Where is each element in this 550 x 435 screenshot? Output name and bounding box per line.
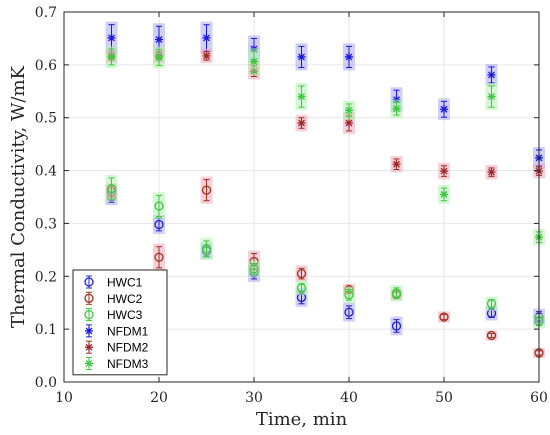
data-point (297, 119, 306, 127)
x-tick-label: 60 (530, 390, 548, 406)
x-tick-label: 20 (150, 390, 168, 406)
legend-entry: NFDM3 (85, 357, 149, 371)
legend-entry: HWC1 (84, 275, 143, 290)
legend-marker (85, 343, 93, 352)
data-point (345, 119, 353, 127)
series-nfdm3 (105, 46, 545, 246)
data-point (345, 52, 353, 61)
y-tick-label: 0.0 (35, 375, 57, 391)
data-point (202, 51, 211, 60)
x-tick-label: 50 (435, 390, 453, 406)
data-point (440, 190, 448, 199)
legend-label: HWC1 (107, 276, 143, 290)
data-point (439, 312, 449, 322)
y-tick-label: 0.5 (35, 111, 57, 127)
data-point (297, 52, 306, 61)
data-point (391, 321, 402, 331)
plot-frame (63, 11, 540, 383)
data-point (487, 92, 496, 101)
data-point (345, 106, 353, 115)
data-point (487, 168, 496, 177)
y-tick-label: 0.3 (35, 216, 57, 232)
data-point (201, 244, 212, 254)
data-point (155, 35, 163, 44)
legend-marker (84, 277, 94, 287)
legend-marker (84, 293, 94, 303)
legend-marker (85, 326, 93, 335)
y-tick-label: 0.7 (35, 5, 57, 21)
x-tick-label: 30 (245, 390, 263, 406)
legend-label: HWC2 (107, 292, 143, 306)
data-point (154, 252, 164, 262)
data-point (440, 105, 448, 114)
x-axis-title: Time, min (256, 409, 348, 430)
legend-marker (84, 309, 94, 320)
data-point (344, 307, 354, 317)
data-point (296, 283, 307, 293)
legend-entry: HWC3 (84, 308, 143, 322)
legend: HWC1 HWC2 HWC3 NFDM1 NFDM2 NFDM3 (72, 269, 168, 376)
y-axis-title: Thermal Conductivity, W/mK (8, 65, 29, 328)
legend-entry: NFDM2 (85, 340, 149, 355)
legend-label: NFDM1 (107, 324, 149, 338)
data-point (154, 219, 164, 230)
data-point (487, 70, 496, 79)
legend-entry: NFDM1 (85, 324, 149, 338)
legend-entry: HWC2 (84, 291, 143, 306)
y-tick-label: 0.4 (35, 164, 57, 180)
y-tick-label: 0.2 (35, 269, 57, 285)
data-point (155, 53, 163, 62)
data-point (486, 330, 497, 341)
data-point (154, 201, 164, 211)
data-point (391, 288, 402, 298)
data-point (202, 33, 211, 42)
series-hwc3 (105, 174, 545, 329)
data-point (201, 185, 212, 195)
data-point (440, 167, 448, 176)
data-series (105, 21, 545, 359)
axis-ticks: 10 20 30 40 50 60 0.0 0.1 0.2 0.3 0.4 0.5 0.6 0.7 (35, 5, 548, 406)
legend-marker (85, 359, 93, 368)
legend-label: HWC3 (107, 308, 143, 322)
data-point (107, 52, 116, 61)
data-point (249, 264, 259, 274)
y-tick-label: 0.6 (35, 58, 57, 74)
legend-label: NFDM3 (107, 357, 149, 371)
x-tick-label: 10 (55, 390, 73, 406)
x-tick-label: 40 (340, 390, 358, 406)
data-point (344, 290, 354, 300)
legend-label: NFDM2 (107, 341, 149, 355)
y-tick-label: 0.1 (35, 322, 57, 338)
data-point (392, 160, 401, 169)
data-point (107, 33, 116, 42)
data-point (106, 183, 117, 194)
data-point (296, 268, 307, 279)
data-point (486, 299, 497, 309)
data-point (297, 92, 306, 101)
data-point (250, 57, 258, 66)
data-point (392, 104, 401, 113)
